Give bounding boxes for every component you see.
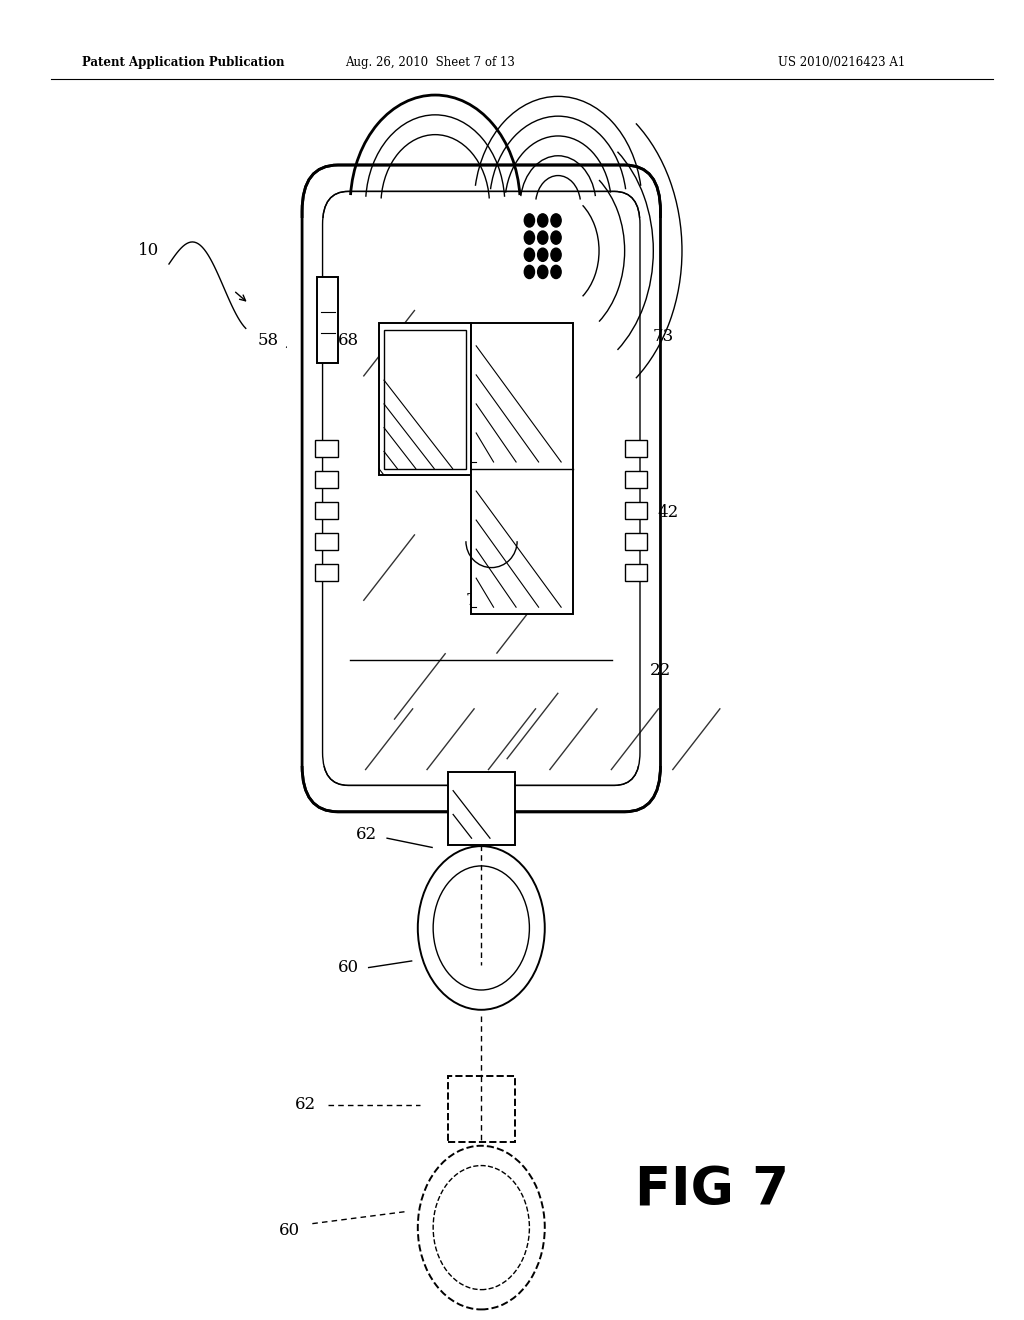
- Circle shape: [433, 1166, 529, 1290]
- Text: 68: 68: [338, 333, 358, 348]
- Circle shape: [551, 231, 561, 244]
- Bar: [449, 1076, 514, 1142]
- Bar: [317, 277, 338, 363]
- Text: 73: 73: [653, 329, 674, 345]
- Bar: [625, 564, 647, 581]
- Circle shape: [433, 866, 529, 990]
- Bar: [379, 323, 471, 475]
- Text: 22: 22: [650, 663, 671, 678]
- Text: 10: 10: [138, 243, 159, 259]
- Bar: [625, 440, 647, 457]
- Text: Patent Application Publication: Patent Application Publication: [82, 55, 285, 69]
- Circle shape: [524, 248, 535, 261]
- Circle shape: [538, 265, 548, 279]
- Bar: [625, 532, 647, 549]
- Text: 72: 72: [541, 333, 561, 348]
- Text: 42: 42: [657, 504, 678, 520]
- Bar: [315, 440, 338, 457]
- Circle shape: [524, 214, 535, 227]
- Text: 66: 66: [425, 333, 445, 348]
- Bar: [315, 470, 338, 487]
- Circle shape: [538, 214, 548, 227]
- Circle shape: [524, 265, 535, 279]
- Text: FIG 7: FIG 7: [635, 1164, 788, 1217]
- Text: 60: 60: [280, 1222, 300, 1238]
- Text: Aug. 26, 2010  Sheet 7 of 13: Aug. 26, 2010 Sheet 7 of 13: [345, 55, 515, 69]
- Bar: [315, 532, 338, 549]
- Circle shape: [538, 231, 548, 244]
- Circle shape: [551, 214, 561, 227]
- FancyBboxPatch shape: [304, 168, 658, 809]
- Text: 62: 62: [356, 826, 377, 842]
- Text: 60: 60: [338, 960, 358, 975]
- Circle shape: [551, 265, 561, 279]
- Bar: [625, 502, 647, 519]
- Circle shape: [418, 1146, 545, 1309]
- Circle shape: [524, 231, 535, 244]
- Bar: [315, 502, 338, 519]
- Text: 70: 70: [466, 593, 486, 609]
- FancyBboxPatch shape: [302, 165, 660, 812]
- Bar: [449, 772, 514, 845]
- Text: 58: 58: [258, 333, 279, 348]
- Bar: [287, 218, 676, 766]
- Circle shape: [538, 248, 548, 261]
- Bar: [315, 564, 338, 581]
- Bar: [625, 470, 647, 487]
- Text: 62: 62: [295, 1097, 315, 1113]
- Bar: [384, 330, 466, 469]
- Circle shape: [418, 846, 545, 1010]
- Circle shape: [551, 248, 561, 261]
- Text: US 2010/0216423 A1: US 2010/0216423 A1: [778, 55, 905, 69]
- Bar: [471, 323, 573, 614]
